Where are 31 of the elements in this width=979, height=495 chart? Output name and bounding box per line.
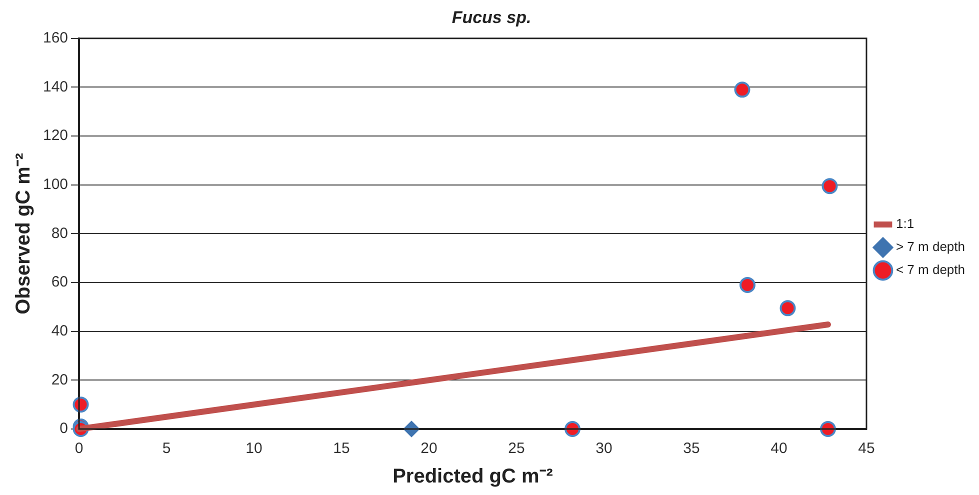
point (739, 276, 756, 293)
chart-title: Fucus sp. (452, 8, 532, 27)
x-tick-label: 30 (596, 440, 612, 458)
y-axis-title: Observed gC m⁻² (12, 152, 35, 314)
legend-label: 1:1 (896, 216, 914, 232)
x-tick-label: 40 (770, 440, 788, 458)
x-tick-label: 5 (162, 440, 171, 458)
x-axis-title: Predicted gC m⁻² (392, 466, 554, 488)
point (822, 178, 838, 194)
x-tick-label: 15 (333, 440, 350, 458)
legend-label: < 7 m depth (896, 262, 966, 278)
y-tick-label: 20 (51, 371, 68, 388)
x-tick-label: 25 (508, 440, 525, 458)
legend-label: > 7 m depth (896, 239, 966, 254)
y-tick-label: 60 (51, 274, 68, 291)
y-tick-label: 40 (51, 322, 68, 340)
point (734, 82, 750, 98)
x-tick-label: 35 (683, 440, 700, 458)
y-tick-label: 160 (42, 30, 68, 47)
y-tick-label: 140 (42, 78, 68, 96)
y-tick-label: 100 (42, 176, 68, 194)
x-tick-label: 45 (858, 440, 875, 458)
x-tick-label: 20 (420, 440, 438, 458)
y-tick-label: 120 (42, 127, 68, 144)
point (820, 421, 836, 437)
x-tick-label: 0 (74, 440, 84, 458)
y-tick-label: 80 (51, 224, 68, 242)
point (780, 300, 796, 316)
x-tick-label: 10 (246, 440, 262, 458)
y-tick-label: 0 (60, 420, 68, 438)
point (564, 421, 580, 437)
